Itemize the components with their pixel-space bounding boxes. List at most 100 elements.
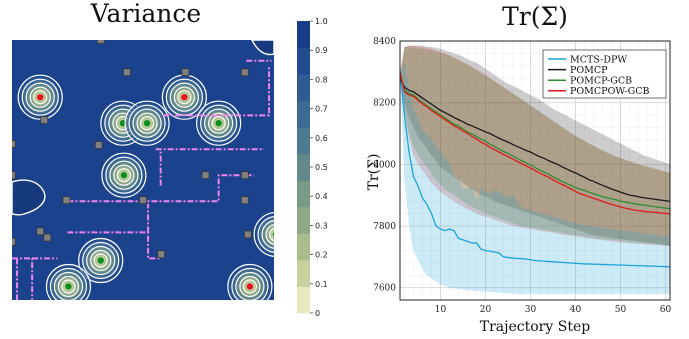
colorbar-segment-3 — [297, 206, 310, 234]
contour-ring-8-0 — [253, 211, 274, 257]
contour-ring-5-0 — [101, 152, 147, 198]
contour-ring-7-4 — [61, 279, 76, 294]
y-tick-label-3: 8200 — [373, 99, 396, 109]
x-tick-label-4: 50 — [615, 305, 627, 315]
band-pomcpow-gcb — [400, 45, 670, 247]
line-pomcp — [400, 77, 670, 202]
colorbar-tick-label-0: 0 — [315, 309, 320, 318]
contour-ring-4-1 — [200, 104, 238, 142]
target-marker-8 — [272, 232, 274, 237]
sensor-path-7 — [163, 66, 271, 117]
heatmap-plot — [12, 40, 284, 300]
line-pomcpow-gcb — [400, 71, 670, 215]
contour-ring-6-0 — [78, 237, 124, 284]
x-tick-label-5: 60 — [660, 305, 672, 315]
target-marker-5 — [120, 172, 128, 179]
x-tick-label-0: 10 — [435, 305, 447, 315]
sensor-marker-2 — [181, 68, 190, 77]
sensor-marker-5 — [94, 141, 103, 149]
colorbar-segment-0 — [297, 286, 310, 314]
colorbar-tick-label-5: 0.5 — [315, 163, 328, 172]
legend-label-0: MCTS-DPW — [570, 54, 627, 65]
contour-ring-6-3 — [90, 249, 112, 272]
contour-ring-4-0 — [196, 100, 242, 146]
line-pomcp-gcb — [400, 74, 670, 210]
sensor-marker-17 — [43, 233, 52, 242]
contour-ring-9-3 — [239, 275, 261, 298]
sensor-marker-9 — [240, 171, 249, 180]
line-plot-frame — [399, 40, 671, 301]
colorbar: 0 0.1 0.2 0.3 0.4 0.5 0.6 0.7 0.8 0.9 1.0 — [297, 17, 328, 318]
line-bands — [400, 45, 670, 294]
peak-glow-9 — [225, 262, 274, 300]
colorbar-tick-label-7: 0.7 — [315, 105, 328, 114]
colorbar-segment-2 — [297, 233, 310, 261]
sensor-marker-1 — [123, 68, 131, 77]
contour-ring-3-2 — [169, 82, 199, 112]
sensor-marker-12 — [139, 196, 147, 205]
peak-glow-7 — [44, 262, 93, 300]
band-mcts-dpw — [400, 62, 670, 294]
line-mcts-dpw — [400, 71, 670, 268]
target-marker-6 — [97, 257, 104, 264]
contour-ring-8-4 — [268, 227, 274, 242]
contour-ring-4-4 — [211, 116, 226, 131]
sensor-marker-14 — [277, 172, 284, 179]
legend-label-2: POMCP-GCB — [570, 76, 632, 87]
colorbar-tick-label-3: 0.3 — [315, 221, 328, 230]
sensor-marker-8 — [201, 171, 210, 180]
heatmap-title: Variance — [90, 0, 201, 28]
contour-ring-5-2 — [109, 160, 139, 190]
contour-ring-7-0 — [45, 263, 92, 300]
y-tick-label-2: 8000 — [373, 160, 396, 170]
y-tick-label-1: 7800 — [373, 222, 396, 232]
legend-label-1: POMCP — [570, 65, 608, 76]
target-marker-0 — [37, 94, 44, 101]
x-tick-label-2: 30 — [525, 305, 537, 315]
contour-ring-0-1 — [21, 78, 59, 116]
colorbar-tick-label-4: 0.4 — [315, 192, 328, 201]
contour-ring-0-4 — [33, 90, 48, 105]
contour-ring-2-1 — [128, 104, 166, 142]
x-axis-label: Trajectory Step — [480, 319, 590, 335]
sensor-path-3 — [67, 231, 161, 260]
sensor-marker-0 — [96, 40, 105, 44]
line-series — [400, 71, 670, 268]
peak-glow-8 — [252, 210, 274, 259]
sensor-marker-10 — [12, 237, 16, 246]
contour-ring-9-2 — [235, 271, 265, 300]
colorbar-tick-label-9: 0.9 — [315, 46, 328, 55]
colorbar-segment-5 — [297, 153, 310, 181]
target-marker-7 — [65, 283, 72, 290]
colorbar-tick-label-10: 1.0 — [315, 17, 328, 26]
colorbar-tick-label-2: 0.2 — [315, 251, 328, 260]
sensor-marker-4 — [40, 116, 49, 124]
contour-ring-7-1 — [49, 267, 88, 300]
contour-ring-2-3 — [136, 112, 158, 134]
contour-ring-2-0 — [124, 100, 170, 146]
contour-ring-5-1 — [105, 156, 143, 194]
contour-ring-7-3 — [57, 275, 80, 298]
sensor-marker-13 — [240, 196, 249, 205]
contour-ring-8-1 — [257, 216, 274, 253]
contour-ring-9-0 — [227, 263, 273, 300]
contour-ring-2-4 — [139, 116, 155, 131]
contour-ring-0-2 — [25, 82, 55, 112]
colorbar-tick-label-6: 0.6 — [315, 134, 328, 143]
contour-ring-3-4 — [177, 90, 192, 105]
contour-ring-9-4 — [242, 279, 257, 294]
sensor-marker-7 — [12, 171, 16, 180]
heatmap-peaks — [16, 73, 274, 300]
line-chart-title: Tr(Σ) — [502, 2, 568, 31]
contour-ring-3-3 — [173, 86, 195, 108]
x-tick-label-1: 20 — [480, 305, 492, 315]
sensor-marker-6 — [12, 140, 16, 148]
colorbar-tick-label-1: 0.1 — [315, 280, 328, 289]
colorbar-segment-1 — [297, 259, 310, 287]
heatmap-lowvar-corner-top — [251, 40, 274, 56]
colorbar-segment-6 — [297, 127, 310, 155]
contour-ring-8-2 — [261, 220, 274, 249]
sensor-marker-15 — [36, 227, 45, 236]
target-marker-4 — [215, 120, 222, 127]
y-axis-label: Tr(Σ) — [366, 154, 382, 191]
